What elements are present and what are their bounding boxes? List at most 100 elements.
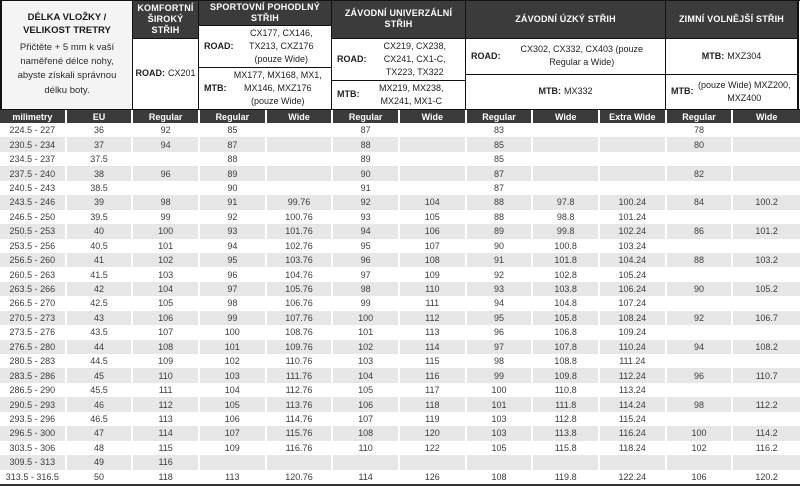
table-cell: 107 bbox=[333, 411, 400, 427]
table-cell: 98 bbox=[133, 195, 200, 210]
table-cell: 109.24 bbox=[600, 325, 667, 340]
table-cell: 111 bbox=[400, 296, 467, 311]
table-cell: 101.8 bbox=[533, 252, 600, 268]
table-row: 234.5 - 237 37.5 88 89 85 bbox=[0, 151, 800, 167]
table-cell: 101 bbox=[133, 238, 200, 253]
table-row: 260.5 - 263 41.5 103 96 104.76 97 109 92 102.8 10… bbox=[0, 267, 800, 282]
table-cell bbox=[667, 382, 734, 398]
table-cell: 42 bbox=[67, 281, 134, 297]
table-cell bbox=[667, 151, 734, 167]
table-cell: 94 bbox=[133, 137, 200, 152]
table-cell: 100.24 bbox=[600, 195, 667, 210]
table-cell: 50 bbox=[67, 469, 134, 484]
table-cell: 118.24 bbox=[600, 440, 667, 456]
table-cell: 101 bbox=[200, 339, 267, 354]
table-cell bbox=[733, 210, 800, 224]
table-cell: 38 bbox=[67, 166, 134, 181]
table-cell: 86 bbox=[667, 224, 734, 239]
table-cell bbox=[667, 238, 734, 253]
table-cell bbox=[400, 455, 467, 470]
table-cell: 104.76 bbox=[267, 267, 334, 282]
table-cell bbox=[600, 166, 667, 181]
table-row: 286.5 - 290 45.5 111 104 112.76 105 117 100 110.… bbox=[0, 382, 800, 398]
table-cell: 104 bbox=[400, 195, 467, 210]
table-row: 270.5 - 273 43 106 99 107.76 100 112 95 105.8 108… bbox=[0, 310, 800, 326]
table-row: 224.5 - 227 36 92 85 87 83 78 bbox=[0, 123, 800, 138]
column-header: milimetry bbox=[0, 110, 67, 123]
table-cell: 240.5 - 243 bbox=[0, 180, 67, 196]
fit-group-sportovni-pohodlny: SPORTOVNÍ POHODLNÝ STŘIH ROAD: CX177, CX1… bbox=[199, 1, 332, 109]
table-cell: 100 bbox=[200, 325, 267, 340]
table-cell: 113 bbox=[400, 325, 467, 340]
table-cell: 110.24 bbox=[600, 339, 667, 354]
table-cell: 103.24 bbox=[600, 238, 667, 253]
table-cell: 92 bbox=[200, 209, 267, 225]
table-cell: 116.76 bbox=[267, 440, 334, 456]
table-row: 296.5 - 300 47 114 107 115.76 108 120 103 113.8 1… bbox=[0, 426, 800, 441]
table-row: 293.5 - 296 46.5 113 106 114.76 107 119 103 112.… bbox=[0, 411, 800, 427]
table-cell: 104 bbox=[200, 382, 267, 398]
table-cell bbox=[267, 123, 334, 138]
table-cell: 263.5 - 266 bbox=[0, 281, 67, 297]
table-cell bbox=[733, 239, 800, 253]
table-cell: 286.5 - 290 bbox=[0, 382, 67, 398]
table-cell: 108.76 bbox=[267, 325, 334, 340]
table-row: 243.5 - 246 39 98 91 99.76 92 104 88 97.8 100.24 8… bbox=[0, 195, 800, 210]
table-cell: 303.5 - 306 bbox=[0, 440, 67, 456]
table-cell: 48 bbox=[67, 440, 134, 456]
table-cell: 95 bbox=[200, 252, 267, 268]
table-cell: 101.2 bbox=[755, 226, 778, 237]
model-list: MTB: (pouze Wide) MXZ200, MXZ400 bbox=[666, 73, 797, 110]
table-cell: 116.2 bbox=[755, 442, 778, 453]
table-row: 309.5 - 313 49 116 bbox=[0, 455, 800, 470]
table-cell bbox=[400, 123, 467, 138]
table-cell: 39 bbox=[67, 195, 134, 210]
table-cell: 114.76 bbox=[267, 411, 334, 427]
column-header: Wide bbox=[267, 110, 334, 123]
table-cell: 246.5 - 250 bbox=[0, 209, 67, 225]
table-cell: 104.8 bbox=[533, 296, 600, 311]
table-cell: 104.24 bbox=[600, 252, 667, 268]
table-cell: 82 bbox=[667, 166, 734, 181]
table-cell: 101 bbox=[333, 325, 400, 340]
table-cell: 92 bbox=[467, 267, 534, 282]
table-cell: 103.76 bbox=[267, 252, 334, 268]
table-cell: 116 bbox=[133, 455, 200, 470]
table-cell: 283.5 - 286 bbox=[0, 368, 67, 383]
table-cell: 107 bbox=[133, 325, 200, 340]
table-cell bbox=[533, 151, 600, 167]
table-row: 273.5 - 276 43.5 107 100 108.76 101 113 96 106.8… bbox=[0, 325, 800, 340]
table-cell: 43 bbox=[67, 310, 134, 326]
table-cell: 100 bbox=[667, 426, 734, 441]
table-cell: 87 bbox=[467, 180, 534, 196]
model-list: MTB: MX177, MX168, MX1, MX146, MXZ176 (po… bbox=[199, 66, 331, 109]
table-cell: 100 bbox=[467, 382, 534, 398]
fit-group-models: ROAD: CX302, CX332, CX403 (pouze Regular … bbox=[466, 39, 665, 109]
table-cell bbox=[133, 180, 200, 196]
table-cell: 111.76 bbox=[267, 368, 334, 383]
table-cell: 118 bbox=[400, 397, 467, 412]
table-cell: 94 bbox=[333, 224, 400, 239]
info-panel-title: DÉLKA VLOŽKY / VELIKOST TRETRY bbox=[23, 12, 111, 36]
table-cell: 102.24 bbox=[600, 224, 667, 239]
table-cell: 108 bbox=[467, 469, 534, 484]
table-cell: 49 bbox=[67, 455, 134, 470]
table-cell: 44 bbox=[67, 339, 134, 354]
table-cell bbox=[600, 123, 667, 138]
table-cell: 112.24 bbox=[600, 368, 667, 383]
table-cell: 98 bbox=[200, 296, 267, 311]
table-row: 313.5 - 316.5 50 118 113 120.76 114 126 108 119.… bbox=[0, 469, 800, 484]
table-cell: 40 bbox=[67, 224, 134, 239]
table-cell: 276.5 - 280 bbox=[0, 339, 67, 354]
table-cell: 95 bbox=[467, 310, 534, 326]
table-cell bbox=[667, 411, 734, 427]
table-cell: 98 bbox=[467, 354, 534, 369]
table-cell: 106.7 bbox=[755, 312, 778, 323]
table-cell: 101 bbox=[467, 397, 534, 412]
fit-group-title: ZÁVODNÍ UNIVERZÁLNÍ STŘIH bbox=[332, 1, 465, 39]
table-cell: 253.5 - 256 bbox=[0, 238, 67, 253]
table-cell: 106.8 bbox=[533, 325, 600, 340]
model-list: ROAD: CX302, CX332, CX403 (pouze Regular … bbox=[471, 44, 644, 68]
table-cell: 119.8 bbox=[533, 469, 600, 484]
